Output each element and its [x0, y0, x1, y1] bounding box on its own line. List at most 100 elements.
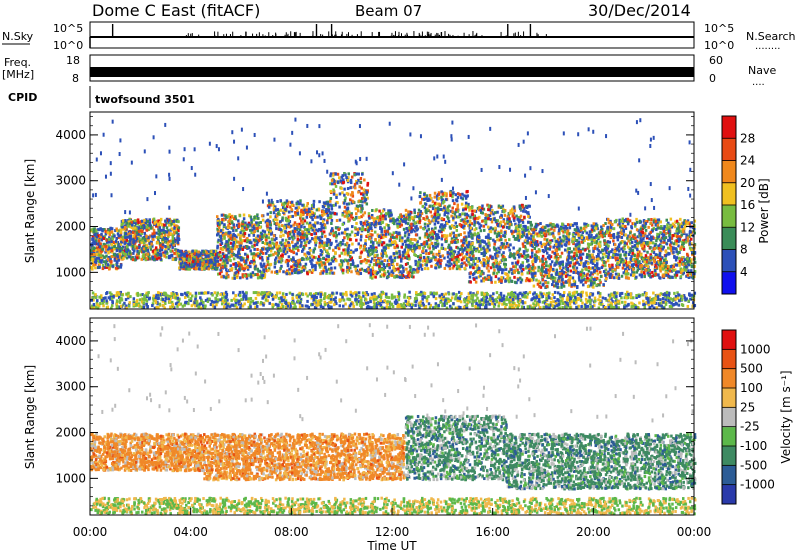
scatter-cell [118, 300, 122, 304]
scatter-cell [248, 228, 252, 232]
scatter-cell [325, 249, 329, 253]
scatter-cell [273, 238, 277, 242]
scatter-cell [408, 215, 411, 219]
scatter-cell [237, 293, 241, 297]
scatter-cell [516, 305, 519, 309]
scatter-cell [388, 256, 392, 260]
scatter-cell [252, 252, 256, 256]
scatter-cell [442, 297, 445, 301]
scatter-cell [287, 219, 290, 223]
scatter-cell [359, 302, 363, 306]
scatter-cell [379, 227, 382, 231]
scatter-cell [274, 208, 278, 212]
scatter-cell [635, 293, 638, 297]
scatter-cell [175, 219, 178, 223]
beam-title: Beam 07 [355, 2, 422, 20]
scatter-cell [404, 213, 408, 217]
scatter-cell [115, 248, 119, 252]
scatter-cell [680, 298, 684, 302]
scatter-cell [654, 296, 658, 300]
scatter-cell [146, 238, 149, 242]
scatter-cell [251, 228, 254, 232]
scatter-cell [94, 296, 98, 300]
scatter-cell [327, 215, 330, 219]
scatter-cell [412, 275, 415, 279]
scatter-cell [228, 217, 232, 221]
scatter-cell [454, 297, 457, 301]
scatter-cell [341, 292, 344, 296]
scatter-cell [415, 228, 419, 232]
scatter-cell [153, 255, 157, 259]
scatter-cell [355, 271, 359, 275]
scatter-cell [416, 260, 420, 264]
scatter-cell [212, 300, 215, 304]
scatter-cell [273, 222, 276, 226]
scatter-cell [158, 302, 162, 306]
scatter-cell [323, 294, 327, 298]
scatter-cell [107, 251, 110, 255]
scatter-cell [272, 206, 276, 210]
scatter-cell [400, 264, 404, 268]
scatter-cell [467, 292, 471, 296]
scatter-cell [253, 267, 257, 271]
scatter-cell [324, 209, 328, 213]
scatter-cell [165, 221, 168, 225]
scatter-cell [312, 264, 316, 268]
scatter-cell [317, 207, 320, 211]
scatter-cell [568, 293, 571, 297]
scatter-cell [361, 228, 365, 232]
scatter-cell [141, 238, 144, 242]
scatter-cell [177, 238, 181, 242]
noise-left-tick-top: 10^5 [53, 22, 83, 35]
scatter-cell [243, 274, 246, 278]
scatter-cell [123, 227, 127, 231]
scatter-cell [365, 269, 368, 273]
scatter-cell [445, 301, 449, 305]
scatter-cell [119, 265, 123, 269]
scatter-cell [308, 221, 312, 225]
scatter-cell [361, 213, 365, 217]
scatter-cell [254, 264, 257, 268]
scatter-cell [369, 300, 372, 304]
scatter-cell [267, 236, 271, 240]
scatter-cell [408, 256, 411, 260]
cpid-label: CPID [8, 91, 37, 104]
scatter-cell [269, 244, 273, 248]
scatter-cell [222, 305, 226, 309]
scatter-cell [331, 257, 334, 261]
scatter-cell [132, 249, 136, 253]
scatter-cell [328, 262, 331, 266]
scatter-cell [329, 182, 332, 186]
scatter-cell [400, 304, 404, 308]
scatter-cell [204, 260, 208, 264]
scatter-cell [153, 258, 156, 262]
scatter-cell [165, 293, 168, 297]
scatter-cell [404, 220, 407, 224]
scatter-cell [325, 271, 328, 275]
scatter-cell [155, 248, 159, 252]
scatter-cell [363, 268, 367, 272]
scatter-cell [405, 255, 409, 259]
scatter-cell [97, 256, 100, 260]
scatter-cell [262, 303, 265, 307]
scatter-cell [321, 210, 324, 214]
scatter-cell [121, 225, 124, 229]
scatter-cell [238, 253, 241, 257]
scatter-cell [92, 247, 95, 251]
scatter-cell [548, 296, 551, 300]
scatter-cell [301, 210, 305, 214]
scatter-cell [90, 249, 93, 253]
scatter-cell [230, 303, 233, 307]
scatter-cell [345, 293, 348, 297]
scatter-cell [198, 253, 201, 257]
scatter-cell [161, 245, 164, 249]
freq-panel: Freq. [MHz] 18 8 60 0 Nave .... [2, 54, 776, 88]
scatter-cell [332, 248, 335, 252]
scatter-cell [260, 273, 263, 277]
scatter-cell [252, 253, 256, 257]
scatter-cell [274, 215, 277, 219]
scatter-cell [261, 229, 265, 233]
scatter-cell [211, 293, 214, 297]
scatter-cell [629, 295, 633, 299]
scatter-cell [365, 291, 368, 295]
